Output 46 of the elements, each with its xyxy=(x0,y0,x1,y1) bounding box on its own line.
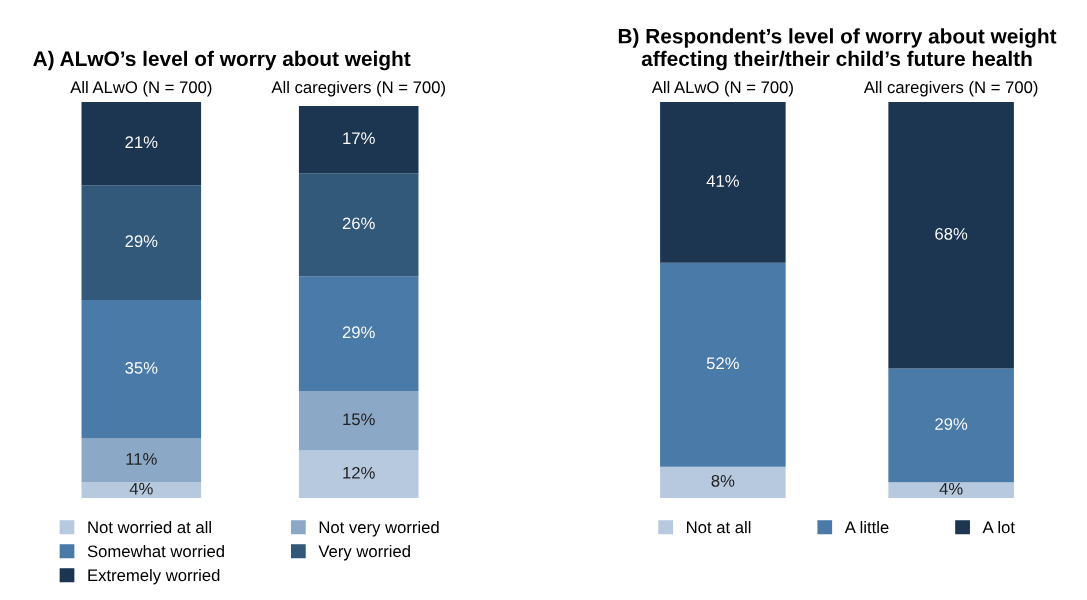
data-label: 12% xyxy=(343,466,375,479)
data-label: 11% xyxy=(126,453,157,465)
bar xyxy=(81,438,202,483)
data-label: 21% xyxy=(125,136,158,148)
data-label: 8% xyxy=(711,474,735,487)
legend-label: Very worried xyxy=(318,544,410,561)
data-label: 29% xyxy=(125,235,158,248)
data-label: 35% xyxy=(125,361,158,374)
data-label: 52% xyxy=(706,357,739,370)
bar xyxy=(81,102,202,186)
data-label: 68% xyxy=(935,227,968,240)
legend-label: Extremely worried xyxy=(88,568,220,585)
data-label: 17% xyxy=(343,132,375,145)
data-label: 29% xyxy=(935,418,968,430)
bar xyxy=(81,185,202,300)
legend-label: Not very worried xyxy=(319,521,439,537)
bar xyxy=(81,300,202,439)
data-label: 4% xyxy=(939,482,963,495)
data-label: 15% xyxy=(343,413,375,426)
bar xyxy=(298,173,419,277)
chart-title: A) ALwO’s level of worry about weight xyxy=(33,50,411,71)
bar xyxy=(660,262,786,467)
legend-label: A little xyxy=(844,521,889,534)
x-tick-label: All ALwO (N = 700) xyxy=(70,80,212,97)
legend-label: Not worried at all xyxy=(88,521,211,534)
bar xyxy=(660,102,786,263)
legend-label: Not at all xyxy=(687,521,751,534)
bar xyxy=(298,105,419,174)
bar xyxy=(81,482,202,498)
x-tick-label: All ALwO (N = 700) xyxy=(651,80,793,97)
legend-label: A lot xyxy=(982,521,1015,534)
bar xyxy=(298,450,419,498)
chart-title: B) Respondent’s level of worry about weight affecting their/their child’s future health xyxy=(618,28,1057,71)
legend-label: Somewhat worried xyxy=(87,544,224,558)
bar xyxy=(660,466,786,498)
data-label: 29% xyxy=(342,326,375,339)
bar xyxy=(888,368,1014,483)
bar xyxy=(298,391,419,451)
bar xyxy=(888,482,1014,498)
data-label: 26% xyxy=(342,217,375,230)
bar xyxy=(888,102,1014,369)
x-tick-label: All caregivers (N = 700) xyxy=(271,80,445,97)
data-label: 4% xyxy=(129,482,153,495)
bar xyxy=(298,276,419,392)
x-tick-label: All caregivers (N = 700) xyxy=(863,80,1038,97)
data-label: 41% xyxy=(706,175,739,187)
